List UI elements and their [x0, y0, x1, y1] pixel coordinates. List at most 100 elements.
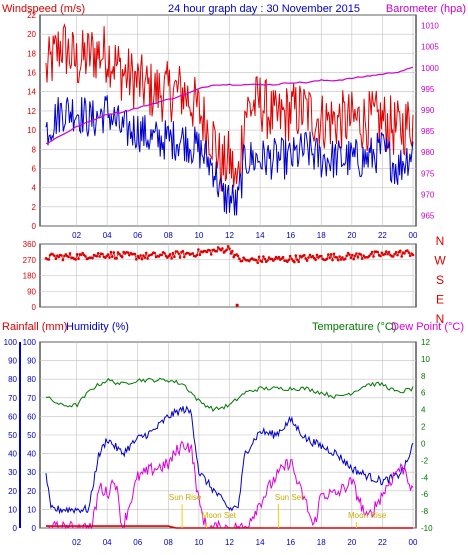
wind-direction-point [231, 249, 234, 253]
wind-direction-point [144, 251, 148, 255]
wind-direction-point [270, 257, 274, 261]
dewpoint-axis-label: Dew Point (°C) [391, 321, 464, 333]
wind-direction-point [343, 257, 347, 261]
rain-tick-label: 100 [4, 338, 18, 347]
y2-tick-label: -8 [421, 507, 429, 516]
wind-direction-point [277, 255, 281, 259]
y2-tick-label: 965 [421, 211, 435, 220]
wind-direction-point [257, 255, 261, 259]
x-tick-label: 10 [194, 538, 203, 547]
wind-direction-point [304, 257, 308, 260]
wind-direction-point [254, 258, 258, 262]
y2-tick-label: 12 [421, 338, 430, 347]
x-tick-label: 02 [72, 538, 81, 547]
y-tick-label: 16 [27, 69, 36, 78]
y2-tick-label: 1005 [421, 43, 439, 52]
rain-tick-label: 30 [8, 468, 17, 477]
wind-direction-point [77, 257, 80, 261]
wind-direction-point [146, 257, 149, 260]
wind-direction-point [160, 253, 163, 257]
wind-direction-point [408, 254, 412, 258]
wind-direction-point [229, 252, 233, 255]
wind-direction-point [297, 260, 301, 264]
wind-direction-point [256, 261, 260, 265]
wind-direction-point [360, 257, 364, 260]
wind-direction-point [181, 249, 185, 253]
y2-tick-label: -4 [421, 473, 429, 482]
rainfall-line [46, 525, 413, 529]
y2-tick-label: 995 [421, 85, 435, 94]
wind-direction-point [387, 250, 391, 254]
wind-direction-point [106, 253, 110, 256]
event-annotation: Sun Rise [169, 493, 202, 502]
wind-direction-point [352, 257, 356, 261]
wind-direction-point [208, 249, 211, 252]
wind-direction-point [305, 259, 309, 262]
wind-direction-point [338, 255, 341, 258]
wind-direction-point [393, 252, 396, 256]
y2-tick-label: 980 [421, 148, 435, 157]
wind-direction-point [384, 250, 388, 253]
wind-direction-point [96, 252, 100, 255]
wind-direction-point [198, 253, 202, 257]
wind-direction-point [331, 258, 334, 262]
y-tick-label: 180 [23, 272, 37, 281]
y2-tick-label: -10 [421, 524, 433, 533]
wind-direction-point [120, 255, 124, 259]
wind-direction-point [341, 256, 344, 259]
wind-direction-point [314, 258, 317, 262]
y2-tick-label: 990 [421, 106, 435, 115]
x-tick-label: 16 [286, 538, 295, 547]
wind-direction-point [74, 258, 77, 261]
wind-direction-point [170, 257, 173, 260]
wind-direction-point [197, 248, 200, 251]
rain-tick-label: 50 [8, 431, 17, 440]
wind-direction-point [167, 254, 171, 258]
wind-direction-point [173, 255, 176, 259]
wind-direction-point [286, 260, 289, 264]
x-tick-label: 06 [133, 231, 142, 240]
rain-tick-label: 80 [8, 375, 17, 384]
y2-tick-label: 970 [421, 190, 435, 199]
wind-direction-point [153, 251, 156, 255]
wind-direction-point [287, 258, 291, 262]
wind-direction-point [232, 255, 235, 259]
compass-label: S [436, 273, 444, 287]
x-tick-label: 12 [225, 231, 234, 240]
wind-direction-point [228, 247, 231, 250]
wind-direction-point [112, 251, 116, 254]
wind-direction-point [376, 250, 380, 254]
wind-direction-point [294, 254, 298, 257]
x-tick-label: 08 [164, 538, 173, 547]
wind-direction-point [47, 258, 51, 261]
y-tick-label: 18 [27, 49, 36, 58]
barometer-line [45, 66, 414, 145]
temperature-line [45, 377, 414, 412]
x-tick-label: 22 [378, 231, 387, 240]
wind-direction-point [57, 255, 60, 259]
x-tick-label: 20 [347, 231, 356, 240]
y-tick-label: 80 [27, 375, 36, 384]
wind-direction-point [108, 256, 111, 259]
wind-direction-point [308, 253, 312, 257]
event-annotation: Moon Rise [348, 511, 387, 520]
rainfall-axis-label: Rainfall (mm) [2, 321, 67, 333]
rain-tick-label: 60 [8, 412, 17, 421]
event-annotation: Moon Set [202, 511, 237, 520]
y2-tick-label: -2 [421, 456, 429, 465]
wind-direction-point [191, 252, 195, 255]
event-annotation: Sun Set [275, 493, 304, 502]
wind-direction-point [328, 256, 332, 260]
wind-direction-point [219, 249, 223, 252]
y-tick-label: 30 [27, 468, 36, 477]
x-tick-label: 12 [225, 538, 234, 547]
rain-tick-label: 40 [8, 450, 17, 459]
wind-direction-point [273, 257, 277, 261]
wind-direction-point [400, 255, 404, 258]
y-tick-label: 12 [27, 107, 36, 116]
wind-direction-point [339, 258, 343, 261]
x-tick-label: 18 [317, 231, 326, 240]
wind-average-line [45, 95, 414, 216]
x-tick-label: 22 [378, 538, 387, 547]
wind-direction-point [332, 252, 336, 256]
